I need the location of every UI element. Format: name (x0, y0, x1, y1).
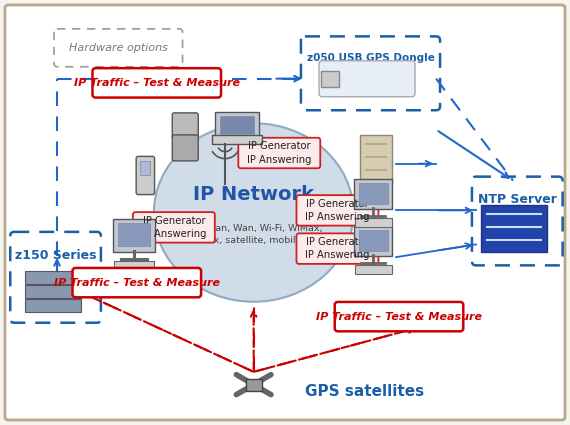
FancyBboxPatch shape (25, 271, 82, 284)
FancyBboxPatch shape (321, 71, 339, 87)
FancyBboxPatch shape (360, 134, 392, 184)
Text: z150 Series: z150 Series (15, 249, 96, 262)
Text: z050 USB GPS Dongle: z050 USB GPS Dongle (307, 53, 434, 63)
Text: IP Traffic – Test & Measure: IP Traffic – Test & Measure (74, 78, 240, 88)
Text: IP Generator
IP Answering: IP Generator IP Answering (247, 142, 312, 164)
FancyBboxPatch shape (92, 68, 221, 98)
FancyBboxPatch shape (113, 261, 154, 271)
FancyBboxPatch shape (118, 223, 150, 246)
FancyBboxPatch shape (5, 5, 565, 420)
FancyBboxPatch shape (246, 379, 262, 391)
FancyBboxPatch shape (10, 232, 101, 323)
FancyBboxPatch shape (211, 135, 262, 144)
FancyBboxPatch shape (136, 156, 154, 195)
FancyBboxPatch shape (355, 218, 392, 227)
FancyBboxPatch shape (355, 226, 392, 256)
Text: Lan, Man, Wan, Wi-Fi, WiMax,
FTTx, satellite, mobile...: Lan, Man, Wan, Wi-Fi, WiMax, FTTx, satel… (185, 224, 323, 245)
Text: GPS satellites: GPS satellites (305, 383, 424, 399)
FancyBboxPatch shape (25, 285, 82, 298)
FancyBboxPatch shape (359, 230, 388, 251)
Text: IP Generator
IP Answering: IP Generator IP Answering (141, 216, 206, 239)
FancyBboxPatch shape (319, 61, 415, 97)
Polygon shape (214, 112, 259, 136)
FancyBboxPatch shape (72, 268, 201, 298)
Polygon shape (219, 116, 254, 134)
Text: IP Traffic – Test & Measure: IP Traffic – Test & Measure (316, 312, 482, 322)
FancyBboxPatch shape (238, 138, 320, 168)
FancyBboxPatch shape (172, 113, 198, 139)
Text: NTP Server: NTP Server (478, 193, 557, 207)
FancyBboxPatch shape (301, 37, 440, 110)
FancyBboxPatch shape (335, 302, 463, 332)
FancyBboxPatch shape (472, 177, 563, 265)
FancyBboxPatch shape (54, 29, 182, 67)
FancyBboxPatch shape (133, 212, 215, 243)
FancyBboxPatch shape (172, 135, 198, 161)
Ellipse shape (154, 123, 353, 302)
Text: IP Traffic – Test & Measure: IP Traffic – Test & Measure (54, 278, 220, 288)
FancyBboxPatch shape (355, 265, 392, 274)
FancyBboxPatch shape (296, 195, 378, 226)
Text: IP Network: IP Network (193, 185, 314, 204)
Text: Hardware options: Hardware options (69, 43, 168, 53)
FancyBboxPatch shape (113, 219, 154, 252)
FancyBboxPatch shape (25, 299, 82, 312)
Text: IP Generator
IP Answering: IP Generator IP Answering (305, 237, 370, 260)
FancyBboxPatch shape (296, 233, 378, 264)
FancyBboxPatch shape (140, 162, 150, 175)
FancyBboxPatch shape (359, 183, 388, 204)
FancyBboxPatch shape (481, 205, 547, 252)
FancyBboxPatch shape (355, 179, 392, 210)
Text: IP Generator
IP Answering: IP Generator IP Answering (305, 199, 370, 222)
